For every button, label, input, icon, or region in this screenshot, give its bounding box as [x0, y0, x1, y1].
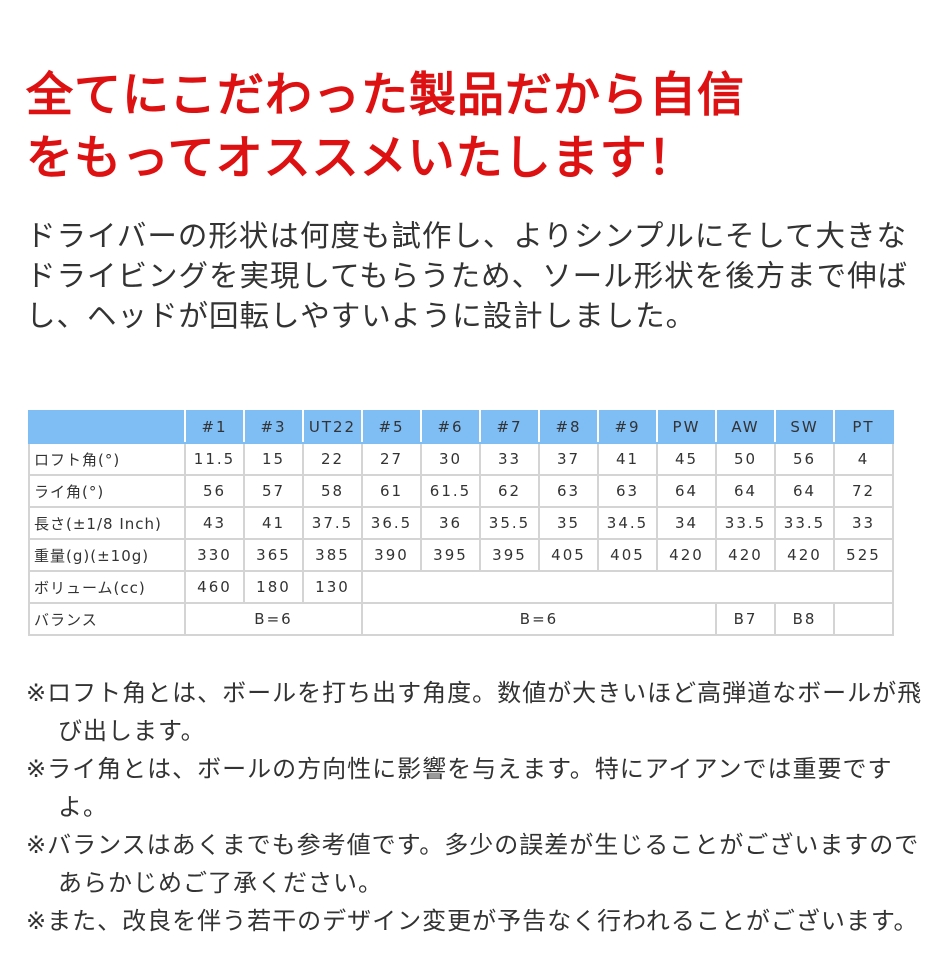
column-header: SW [774, 410, 835, 444]
table-cell: 62 [479, 474, 540, 508]
table-cell: 130 [302, 570, 363, 604]
note-design-change: ※また、改良を伴う若干のデザイン変更が予告なく行われることがございます。 [26, 907, 919, 935]
table-cell: 61 [361, 474, 422, 508]
table-cell: 35 [538, 506, 599, 540]
table-cell: B=6 [361, 602, 717, 636]
table-cell: 395 [479, 538, 540, 572]
table-cell: 43 [184, 506, 245, 540]
row-label: ロフト角(°) [28, 442, 186, 476]
table-cell: 33.5 [774, 506, 835, 540]
column-header: PT [833, 410, 894, 444]
table-cell: 37.5 [302, 506, 363, 540]
table-cell: 56 [184, 474, 245, 508]
column-header: #1 [184, 410, 245, 444]
table-cell: B7 [715, 602, 776, 636]
table-cell: 385 [302, 538, 363, 572]
empty-cell [361, 570, 894, 604]
table-cell: 11.5 [184, 442, 245, 476]
table-header-row: #1 #3 UT22 #5 #6 #7 #8 #9 PW AW SW PT [28, 410, 894, 444]
table-cell: 37 [538, 442, 599, 476]
notes: ※ロフト角とは、ボールを打ち出す角度。数値が大きいほど高弾道なボールが飛び出しま… [26, 674, 926, 940]
table-cell: 64 [774, 474, 835, 508]
headline-line-2: をもってオススメいたします！ [26, 131, 696, 186]
column-header: PW [656, 410, 717, 444]
table-cell: 365 [243, 538, 304, 572]
table-row: ライ角(°) 56 57 58 61 61.5 62 63 63 64 64 64 72 [28, 474, 894, 508]
intro-paragraph: ドライバーの形状は何度も試作し、よりシンプルにそして大きなドライビングを実現して… [26, 219, 909, 333]
row-label: 長さ(±1/8 Inch) [28, 506, 186, 540]
table-row: ボリューム(cc) 460 180 130 [28, 570, 894, 604]
table-cell: 33.5 [715, 506, 776, 540]
spec-table: #1 #3 UT22 #5 #6 #7 #8 #9 PW AW SW PT ロフト角(°) 11.5 15… [28, 410, 894, 636]
table-cell: 395 [420, 538, 481, 572]
table-cell: 405 [597, 538, 658, 572]
column-header: #9 [597, 410, 658, 444]
table-cell: 180 [243, 570, 304, 604]
row-label: 重量(g)(±10g) [28, 538, 186, 572]
table-row: バランス B=6 B=6 B7 B8 [28, 602, 894, 636]
table-cell: 63 [538, 474, 599, 508]
table-row: ロフト角(°) 11.5 15 22 27 30 33 37 41 45 50 56 4 [28, 442, 894, 476]
table-cell [833, 602, 894, 636]
table-cell: 57 [243, 474, 304, 508]
table-cell: 30 [420, 442, 481, 476]
table-cell: 390 [361, 538, 422, 572]
column-header: #5 [361, 410, 422, 444]
table-cell: 64 [656, 474, 717, 508]
table-cell: 330 [184, 538, 245, 572]
table-cell: 420 [656, 538, 717, 572]
table-cell: 64 [715, 474, 776, 508]
table-row: 重量(g)(±10g) 330 365 385 390 395 395 405 405 420 42… [28, 538, 894, 572]
column-header: #7 [479, 410, 540, 444]
table-cell: 63 [597, 474, 658, 508]
table-cell: 35.5 [479, 506, 540, 540]
table-cell: 22 [302, 442, 363, 476]
table-cell: 27 [361, 442, 422, 476]
table-cell: 41 [597, 442, 658, 476]
row-label: バランス [28, 602, 186, 636]
note-lie: ※ライ角とは、ボールの方向性に影響を与えます。特にアイアンでは重要ですよ。 [26, 755, 893, 821]
column-header: #6 [420, 410, 481, 444]
note-balance: ※バランスはあくまでも参考値です。多少の誤差が生じることがございますのであらかじ… [26, 831, 920, 897]
table-cell: 420 [715, 538, 776, 572]
column-header: UT22 [302, 410, 363, 444]
table-cell: 33 [833, 506, 894, 540]
row-label: ボリューム(cc) [28, 570, 186, 604]
table-cell: B8 [774, 602, 835, 636]
table-cell: 50 [715, 442, 776, 476]
table-cell: 4 [833, 442, 894, 476]
table-cell: 460 [184, 570, 245, 604]
table-cell: 41 [243, 506, 304, 540]
table-cell: 420 [774, 538, 835, 572]
table-cell: 36 [420, 506, 481, 540]
table-cell: 61.5 [420, 474, 481, 508]
table-cell: 34 [656, 506, 717, 540]
table-cell: 56 [774, 442, 835, 476]
table-cell: B=6 [184, 602, 363, 636]
headline: 全てにこだわった製品だから自信 をもってオススメいたします！ [26, 64, 745, 190]
note-loft: ※ロフト角とは、ボールを打ち出す角度。数値が大きいほど高弾道なボールが飛び出しま… [26, 679, 923, 745]
column-header: AW [715, 410, 776, 444]
table-cell: 405 [538, 538, 599, 572]
column-header: #8 [538, 410, 599, 444]
table-row: 長さ(±1/8 Inch) 43 41 37.5 36.5 36 35.5 35 34.5 34 3… [28, 506, 894, 540]
table-cell: 33 [479, 442, 540, 476]
row-label: ライ角(°) [28, 474, 186, 508]
headline-line-1: 全てにこだわった製品だから自信 [26, 68, 746, 123]
table-cell: 525 [833, 538, 894, 572]
table-cell: 58 [302, 474, 363, 508]
table-cell: 15 [243, 442, 304, 476]
header-corner [28, 410, 186, 444]
column-header: #3 [243, 410, 304, 444]
table-cell: 36.5 [361, 506, 422, 540]
table-cell: 72 [833, 474, 894, 508]
table-cell: 45 [656, 442, 717, 476]
table-cell: 34.5 [597, 506, 658, 540]
